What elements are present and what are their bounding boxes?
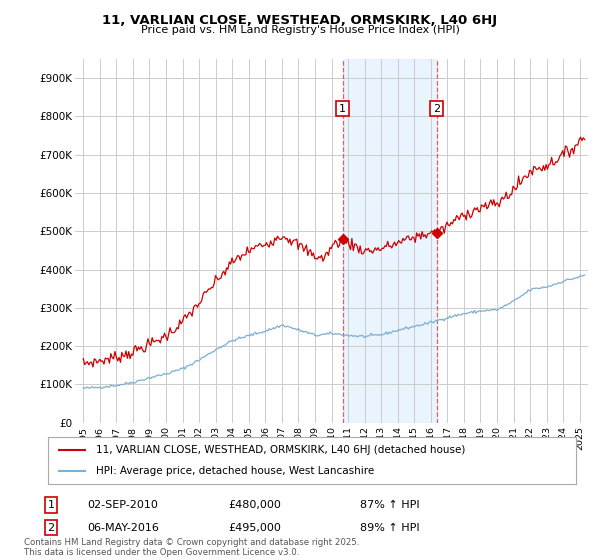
Text: HPI: Average price, detached house, West Lancashire: HPI: Average price, detached house, West… <box>95 466 374 476</box>
Text: £495,000: £495,000 <box>228 522 281 533</box>
Text: 87% ↑ HPI: 87% ↑ HPI <box>360 500 419 510</box>
Text: Contains HM Land Registry data © Crown copyright and database right 2025.
This d: Contains HM Land Registry data © Crown c… <box>24 538 359 557</box>
Text: £480,000: £480,000 <box>228 500 281 510</box>
Bar <box>343 59 437 423</box>
Text: 1: 1 <box>47 500 55 510</box>
Text: 2: 2 <box>47 522 55 533</box>
Text: Price paid vs. HM Land Registry's House Price Index (HPI): Price paid vs. HM Land Registry's House … <box>140 25 460 35</box>
Text: 1: 1 <box>339 104 346 114</box>
Text: 11, VARLIAN CLOSE, WESTHEAD, ORMSKIRK, L40 6HJ (detached house): 11, VARLIAN CLOSE, WESTHEAD, ORMSKIRK, L… <box>95 445 465 455</box>
Text: 06-MAY-2016: 06-MAY-2016 <box>87 522 159 533</box>
Text: 02-SEP-2010: 02-SEP-2010 <box>87 500 158 510</box>
Text: 2: 2 <box>433 104 440 114</box>
Text: 11, VARLIAN CLOSE, WESTHEAD, ORMSKIRK, L40 6HJ: 11, VARLIAN CLOSE, WESTHEAD, ORMSKIRK, L… <box>103 14 497 27</box>
Text: 89% ↑ HPI: 89% ↑ HPI <box>360 522 419 533</box>
